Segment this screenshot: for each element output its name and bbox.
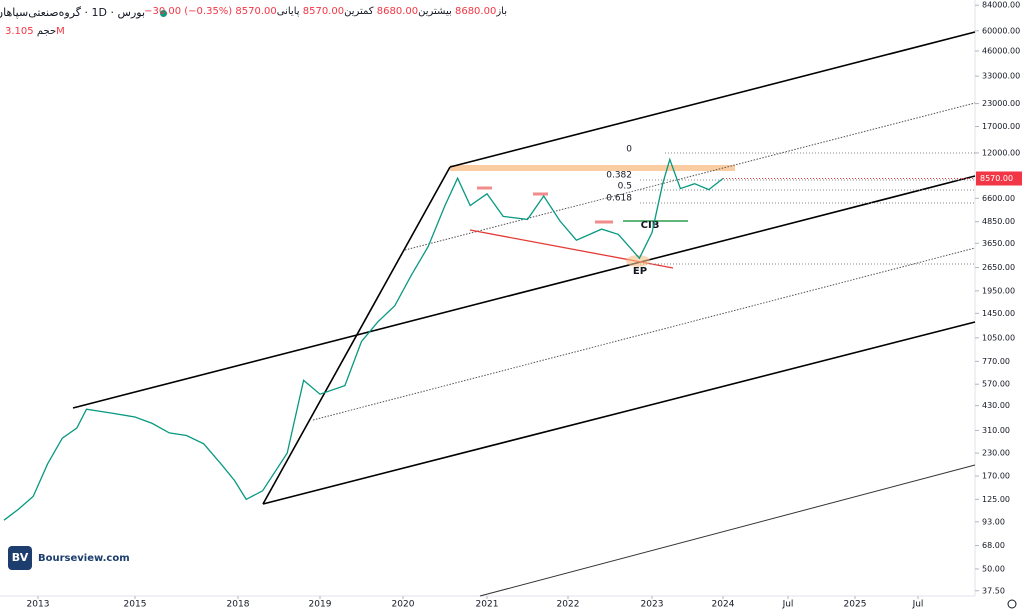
value: 8570.00: [302, 6, 345, 17]
last-price-label: 8570.00: [980, 174, 1013, 183]
x-tick-label: 2018: [227, 600, 250, 610]
y-tick-label: 1450.00: [982, 309, 1015, 318]
y-tick-label: 23000.00: [982, 99, 1020, 108]
y-tick-label: 4850.00: [982, 217, 1015, 226]
x-tick-label: 2015: [124, 600, 147, 610]
y-tick-label: 33000.00: [982, 72, 1020, 81]
y-tick-label: 170.00: [982, 472, 1010, 481]
ohlc: باز8680.00 بیشترین8680.00 کمترین8570.00 …: [144, 6, 507, 17]
x-tick-label: 2023: [641, 600, 664, 610]
fib-label: 0.618: [606, 194, 632, 204]
y-tick-label: 125.00: [982, 495, 1010, 504]
value: 8680.00: [454, 6, 497, 17]
label: باز: [496, 6, 507, 17]
x-tick-label: 2021: [476, 600, 499, 610]
y-tick-label: 430.00: [982, 401, 1010, 410]
x-tick-label: 2013: [27, 600, 50, 610]
y-tick-label: 6600.00: [982, 194, 1015, 203]
settings-icon[interactable]: [1007, 599, 1017, 609]
label: بیشترین: [418, 6, 452, 17]
pitchfork-median: [72, 175, 976, 409]
symbol: گروه‌صنعتی‌سپاهان: [0, 6, 82, 19]
y-tick-label: 2650.00: [982, 263, 1015, 272]
resistance-zone: [450, 165, 735, 171]
y-tick-label: 570.00: [982, 380, 1010, 389]
x-tick-label: 2024: [712, 600, 735, 610]
x-tick-label: 2020: [392, 600, 415, 610]
last-price-box: [976, 171, 1022, 186]
ep-zone: [626, 255, 650, 267]
y-tick-label: 1050.00: [982, 333, 1015, 342]
cib-label: CIB: [641, 220, 660, 231]
volume: حجم 3.105M: [5, 26, 65, 37]
y-tick-label: 230.00: [982, 449, 1010, 458]
interval: 1D: [91, 6, 108, 19]
y-tick-label: 770.00: [982, 357, 1010, 366]
y-tick-label: 37.50: [982, 586, 1005, 595]
trend-line: [479, 464, 976, 597]
pitchfork-lower: [262, 321, 976, 505]
pitchfork-upper: [449, 31, 976, 168]
value: 8570.00: [235, 6, 277, 17]
fib-label: 0.5: [618, 182, 632, 192]
logo-mark: BV: [12, 551, 29, 564]
symbol-title: بورس · 1D · گروه‌صنعتی‌سپاهان: [0, 6, 145, 19]
y-tick-label: 1950.00: [982, 286, 1015, 295]
label: حجم: [36, 26, 57, 37]
y-tick-label: 310.00: [982, 426, 1010, 435]
value: 8680.00: [376, 6, 419, 17]
price-line: [3, 157, 724, 521]
y-tick-label: 60000.00: [982, 26, 1020, 35]
x-tick-label: Jul: [912, 600, 924, 610]
y-tick-label: 50.00: [982, 564, 1005, 573]
drawings: [72, 31, 976, 597]
y-tick-label: 68.00: [982, 541, 1005, 550]
logo: [8, 546, 32, 570]
pitchfork-inner: [404, 102, 976, 251]
exchange: بورس: [117, 6, 145, 19]
y-tick-label: 17000.00: [982, 122, 1020, 131]
fib-label: 0.382: [606, 171, 632, 181]
label: پایانی: [276, 6, 300, 17]
y-tick-label: 84000.00: [982, 1, 1020, 10]
x-tick-label: 2019: [309, 600, 332, 610]
fib-label: 0: [626, 145, 632, 155]
x-tick-label: Jul: [782, 600, 794, 610]
change: −30.00 (−0.35%): [144, 6, 233, 17]
value: 3.105M: [5, 26, 65, 37]
y-tick-label: 93.00: [982, 517, 1005, 526]
label: کمترین: [344, 6, 374, 17]
status-dot: [160, 10, 167, 17]
y-tick-label: 12000.00: [982, 148, 1020, 157]
watermark: Bourseview.com: [38, 553, 130, 564]
ep-label: EP: [633, 266, 647, 277]
x-tick-label: 2025: [844, 600, 867, 610]
y-tick-label: 3650.00: [982, 239, 1015, 248]
y-tick-label: 46000.00: [982, 46, 1020, 55]
x-tick-label: 2022: [557, 600, 580, 610]
